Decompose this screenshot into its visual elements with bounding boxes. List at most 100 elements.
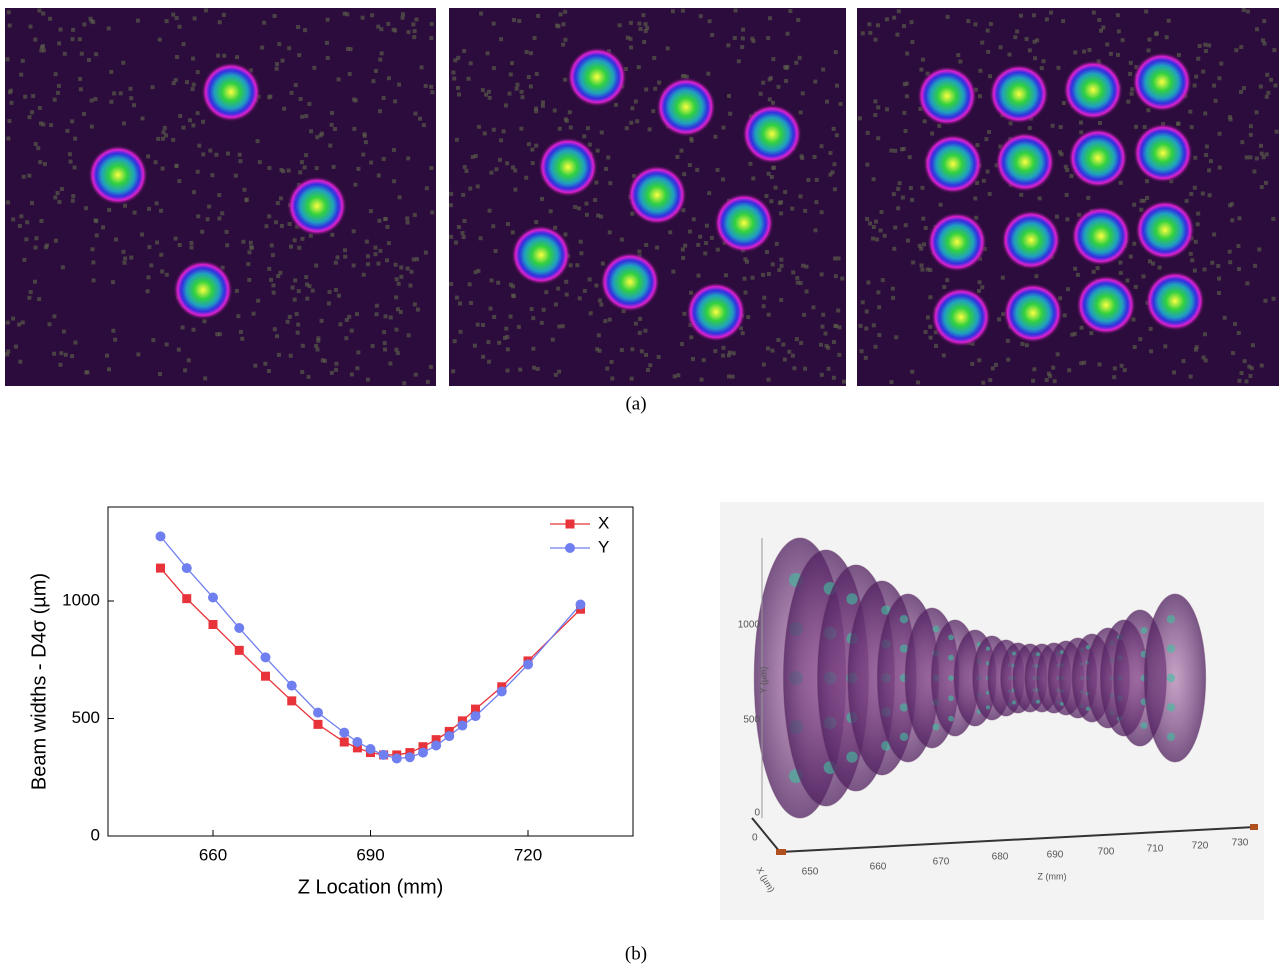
noise-pixel	[1260, 38, 1265, 43]
noise-pixel	[742, 276, 747, 281]
noise-pixel	[1037, 196, 1042, 201]
noise-pixel	[900, 195, 905, 200]
noise-pixel	[129, 96, 134, 101]
noise-pixel	[342, 248, 347, 253]
noise-pixel	[269, 243, 274, 248]
beam-spot	[1133, 123, 1193, 183]
noise-pixel	[363, 140, 368, 145]
noise-pixel	[1148, 326, 1153, 331]
noise-pixel	[70, 37, 75, 42]
noise-pixel	[587, 142, 592, 147]
noise-pixel	[379, 51, 384, 56]
noise-pixel	[766, 312, 771, 317]
noise-pixel	[164, 342, 169, 347]
noise-pixel	[670, 9, 675, 14]
noise-pixel	[1097, 17, 1102, 22]
noise-pixel	[462, 49, 467, 54]
noise-pixel	[18, 359, 23, 364]
noise-pixel	[1166, 18, 1171, 23]
noise-pixel	[505, 161, 510, 166]
noise-pixel	[557, 324, 562, 329]
noise-pixel	[1236, 244, 1241, 249]
noise-pixel	[221, 12, 226, 17]
noise-pixel	[821, 312, 826, 317]
noise-pixel	[1112, 375, 1117, 380]
noise-pixel	[508, 314, 513, 319]
noise-pixel	[233, 173, 238, 178]
noise-pixel	[1230, 351, 1235, 356]
noise-pixel	[61, 329, 66, 334]
noise-pixel	[1176, 121, 1181, 126]
noise-pixel	[903, 223, 908, 228]
noise-pixel	[1041, 59, 1046, 64]
noise-pixel	[798, 281, 803, 286]
noise-pixel	[980, 40, 985, 45]
noise-pixel	[452, 76, 457, 81]
noise-pixel	[1194, 74, 1199, 79]
noise-pixel	[534, 143, 539, 148]
noise-pixel	[646, 368, 651, 373]
noise-pixel	[823, 331, 828, 336]
noise-pixel	[928, 295, 933, 300]
noise-pixel	[599, 214, 604, 219]
noise-pixel	[917, 243, 922, 248]
noise-pixel	[637, 249, 642, 254]
noise-pixel	[355, 366, 360, 371]
noise-pixel	[388, 361, 393, 366]
noise-pixel	[29, 200, 34, 205]
noise-pixel	[605, 366, 610, 371]
marker	[457, 720, 468, 731]
noise-pixel	[274, 220, 279, 225]
slice-spot	[1140, 627, 1148, 634]
noise-pixel	[508, 282, 513, 287]
noise-pixel	[721, 345, 726, 350]
noise-pixel	[296, 25, 301, 30]
noise-pixel	[1044, 17, 1049, 22]
noise-pixel	[588, 311, 593, 316]
noise-pixel	[190, 87, 195, 92]
noise-pixel	[1055, 352, 1060, 357]
noise-pixel	[975, 180, 980, 185]
noise-pixel	[796, 17, 801, 22]
noise-pixel	[343, 254, 348, 259]
noise-pixel	[513, 168, 518, 173]
marker	[431, 740, 442, 751]
slice-spot	[985, 646, 991, 651]
noise-pixel	[1202, 332, 1207, 337]
noise-pixel	[461, 192, 466, 197]
noise-pixel	[514, 86, 519, 91]
marker	[575, 599, 586, 610]
noise-pixel	[489, 170, 494, 175]
noise-pixel	[779, 211, 784, 216]
noise-pixel	[38, 121, 43, 126]
noise-pixel	[275, 334, 280, 339]
noise-pixel	[58, 362, 63, 367]
noise-pixel	[307, 101, 312, 106]
noise-pixel	[558, 12, 563, 17]
noise-pixel	[316, 336, 321, 341]
noise-pixel	[333, 287, 338, 292]
noise-pixel	[882, 233, 887, 238]
noise-pixel	[201, 152, 206, 157]
noise-pixel	[1131, 317, 1136, 322]
noise-pixel	[1006, 357, 1011, 362]
slice-spot	[899, 732, 909, 741]
marker	[287, 696, 297, 706]
noise-pixel	[1052, 379, 1057, 384]
noise-pixel	[106, 367, 111, 372]
noise-pixel	[197, 143, 202, 148]
noise-pixel	[77, 37, 82, 42]
slice-spot	[948, 715, 954, 722]
noise-pixel	[155, 240, 160, 245]
noise-pixel	[475, 322, 480, 327]
beam-spot	[686, 282, 746, 342]
render-z-tick: 660	[870, 862, 887, 873]
noise-pixel	[22, 257, 27, 262]
slice-spot	[985, 705, 991, 710]
noise-pixel	[428, 364, 433, 369]
noise-pixel	[683, 243, 688, 248]
noise-pixel	[191, 56, 196, 61]
noise-pixel	[1239, 371, 1244, 376]
noise-pixel	[833, 256, 838, 261]
noise-pixel	[1051, 365, 1056, 370]
